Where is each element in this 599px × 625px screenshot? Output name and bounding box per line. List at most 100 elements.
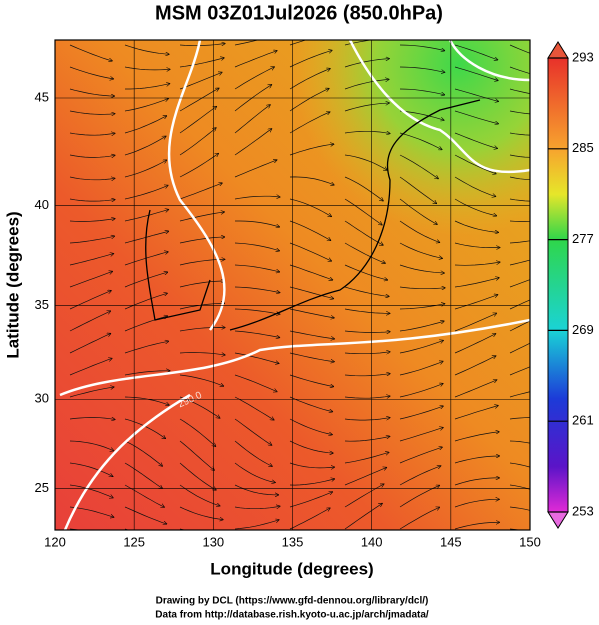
streamline — [454, 313, 496, 332]
streamline — [454, 278, 499, 288]
streamline — [69, 177, 115, 180]
x-tick-label: 135 — [282, 534, 304, 549]
streamline — [234, 484, 278, 495]
streamline — [344, 198, 382, 225]
streamline — [124, 210, 169, 222]
streamline — [344, 131, 390, 133]
streamline — [234, 330, 280, 338]
title: MSM 03Z01Jul2026 (850.0hPa) — [155, 2, 443, 24]
streamline — [399, 154, 438, 179]
streamline — [234, 286, 280, 293]
x-tick-label: 120 — [44, 534, 66, 549]
streamline — [509, 279, 530, 288]
streamline — [179, 72, 222, 90]
streamline — [509, 440, 530, 444]
streamline — [124, 136, 166, 156]
streamline — [454, 478, 499, 486]
streamline — [509, 154, 530, 158]
x-tick-label: 145 — [440, 534, 462, 549]
streamline — [509, 240, 530, 244]
streamline — [344, 352, 390, 354]
streamline — [179, 327, 225, 332]
y-tick-label: 35 — [35, 297, 49, 312]
colorbar — [547, 57, 569, 513]
streamline — [179, 58, 224, 68]
streamline — [454, 154, 496, 174]
streamline — [344, 468, 387, 486]
streamline — [399, 507, 439, 530]
streamline — [179, 212, 224, 222]
streamline — [399, 44, 445, 51]
streamline — [179, 44, 225, 47]
streamline — [234, 308, 280, 314]
y-tick-label: 30 — [35, 391, 49, 406]
streamline — [509, 220, 530, 222]
streamline — [179, 418, 216, 446]
streamline — [69, 506, 114, 517]
streamline — [179, 484, 220, 506]
streamline — [289, 308, 334, 318]
streamline — [234, 129, 272, 156]
streamline — [179, 154, 218, 178]
streamline — [179, 506, 223, 520]
streamline — [509, 66, 530, 74]
streamline — [399, 341, 443, 354]
streamline — [69, 358, 112, 376]
streamline — [234, 440, 272, 466]
streamline — [234, 264, 279, 272]
streamline — [454, 406, 498, 420]
credit: Data from http://database.rish.kyoto-u.a… — [155, 610, 429, 621]
streamline — [289, 50, 332, 68]
streamline — [509, 462, 530, 468]
streamline — [399, 361, 443, 376]
streamline — [234, 242, 279, 251]
streamline — [454, 176, 496, 196]
streamline — [454, 66, 498, 81]
streamline — [124, 160, 167, 178]
streamline — [289, 479, 334, 486]
x-axis-label: Longitude (degrees) — [210, 559, 373, 578]
streamline — [234, 418, 272, 445]
streamline — [344, 103, 389, 112]
streamline — [179, 374, 224, 386]
streamline — [344, 154, 387, 170]
colorbar-tick-label: 293 — [572, 49, 594, 64]
streamline — [69, 66, 113, 79]
streamline — [509, 484, 530, 490]
streamline — [179, 281, 225, 288]
streamline — [344, 264, 387, 280]
streamline — [344, 374, 390, 376]
streamline — [454, 356, 496, 376]
streamline — [289, 112, 330, 134]
streamline — [344, 331, 390, 333]
streamline — [289, 440, 333, 453]
y-axis-label: Latitude (degrees) — [3, 211, 22, 358]
streamline — [289, 220, 331, 240]
streamline — [69, 311, 110, 332]
streamline — [124, 506, 167, 524]
streamline — [399, 88, 445, 95]
streamline — [509, 132, 530, 136]
streamline — [289, 330, 334, 339]
streamline — [289, 69, 330, 90]
streamline — [399, 428, 443, 442]
streamline — [289, 508, 330, 530]
streamline — [69, 418, 115, 420]
streamline — [69, 440, 114, 451]
streamline — [234, 520, 279, 530]
streamline — [344, 436, 390, 442]
streamline — [454, 220, 498, 232]
streamline — [234, 51, 277, 68]
streamline — [235, 220, 279, 227]
streamline — [125, 84, 170, 90]
y-tick-label: 40 — [35, 197, 49, 212]
streamline — [399, 242, 442, 258]
streamline — [289, 418, 332, 435]
streamline — [454, 262, 500, 266]
streamline — [69, 133, 115, 135]
streamline — [69, 44, 112, 61]
colorbar-tick-label: 269 — [572, 322, 594, 337]
streamline — [289, 286, 334, 299]
streamline — [509, 176, 530, 181]
streamline — [124, 316, 167, 332]
